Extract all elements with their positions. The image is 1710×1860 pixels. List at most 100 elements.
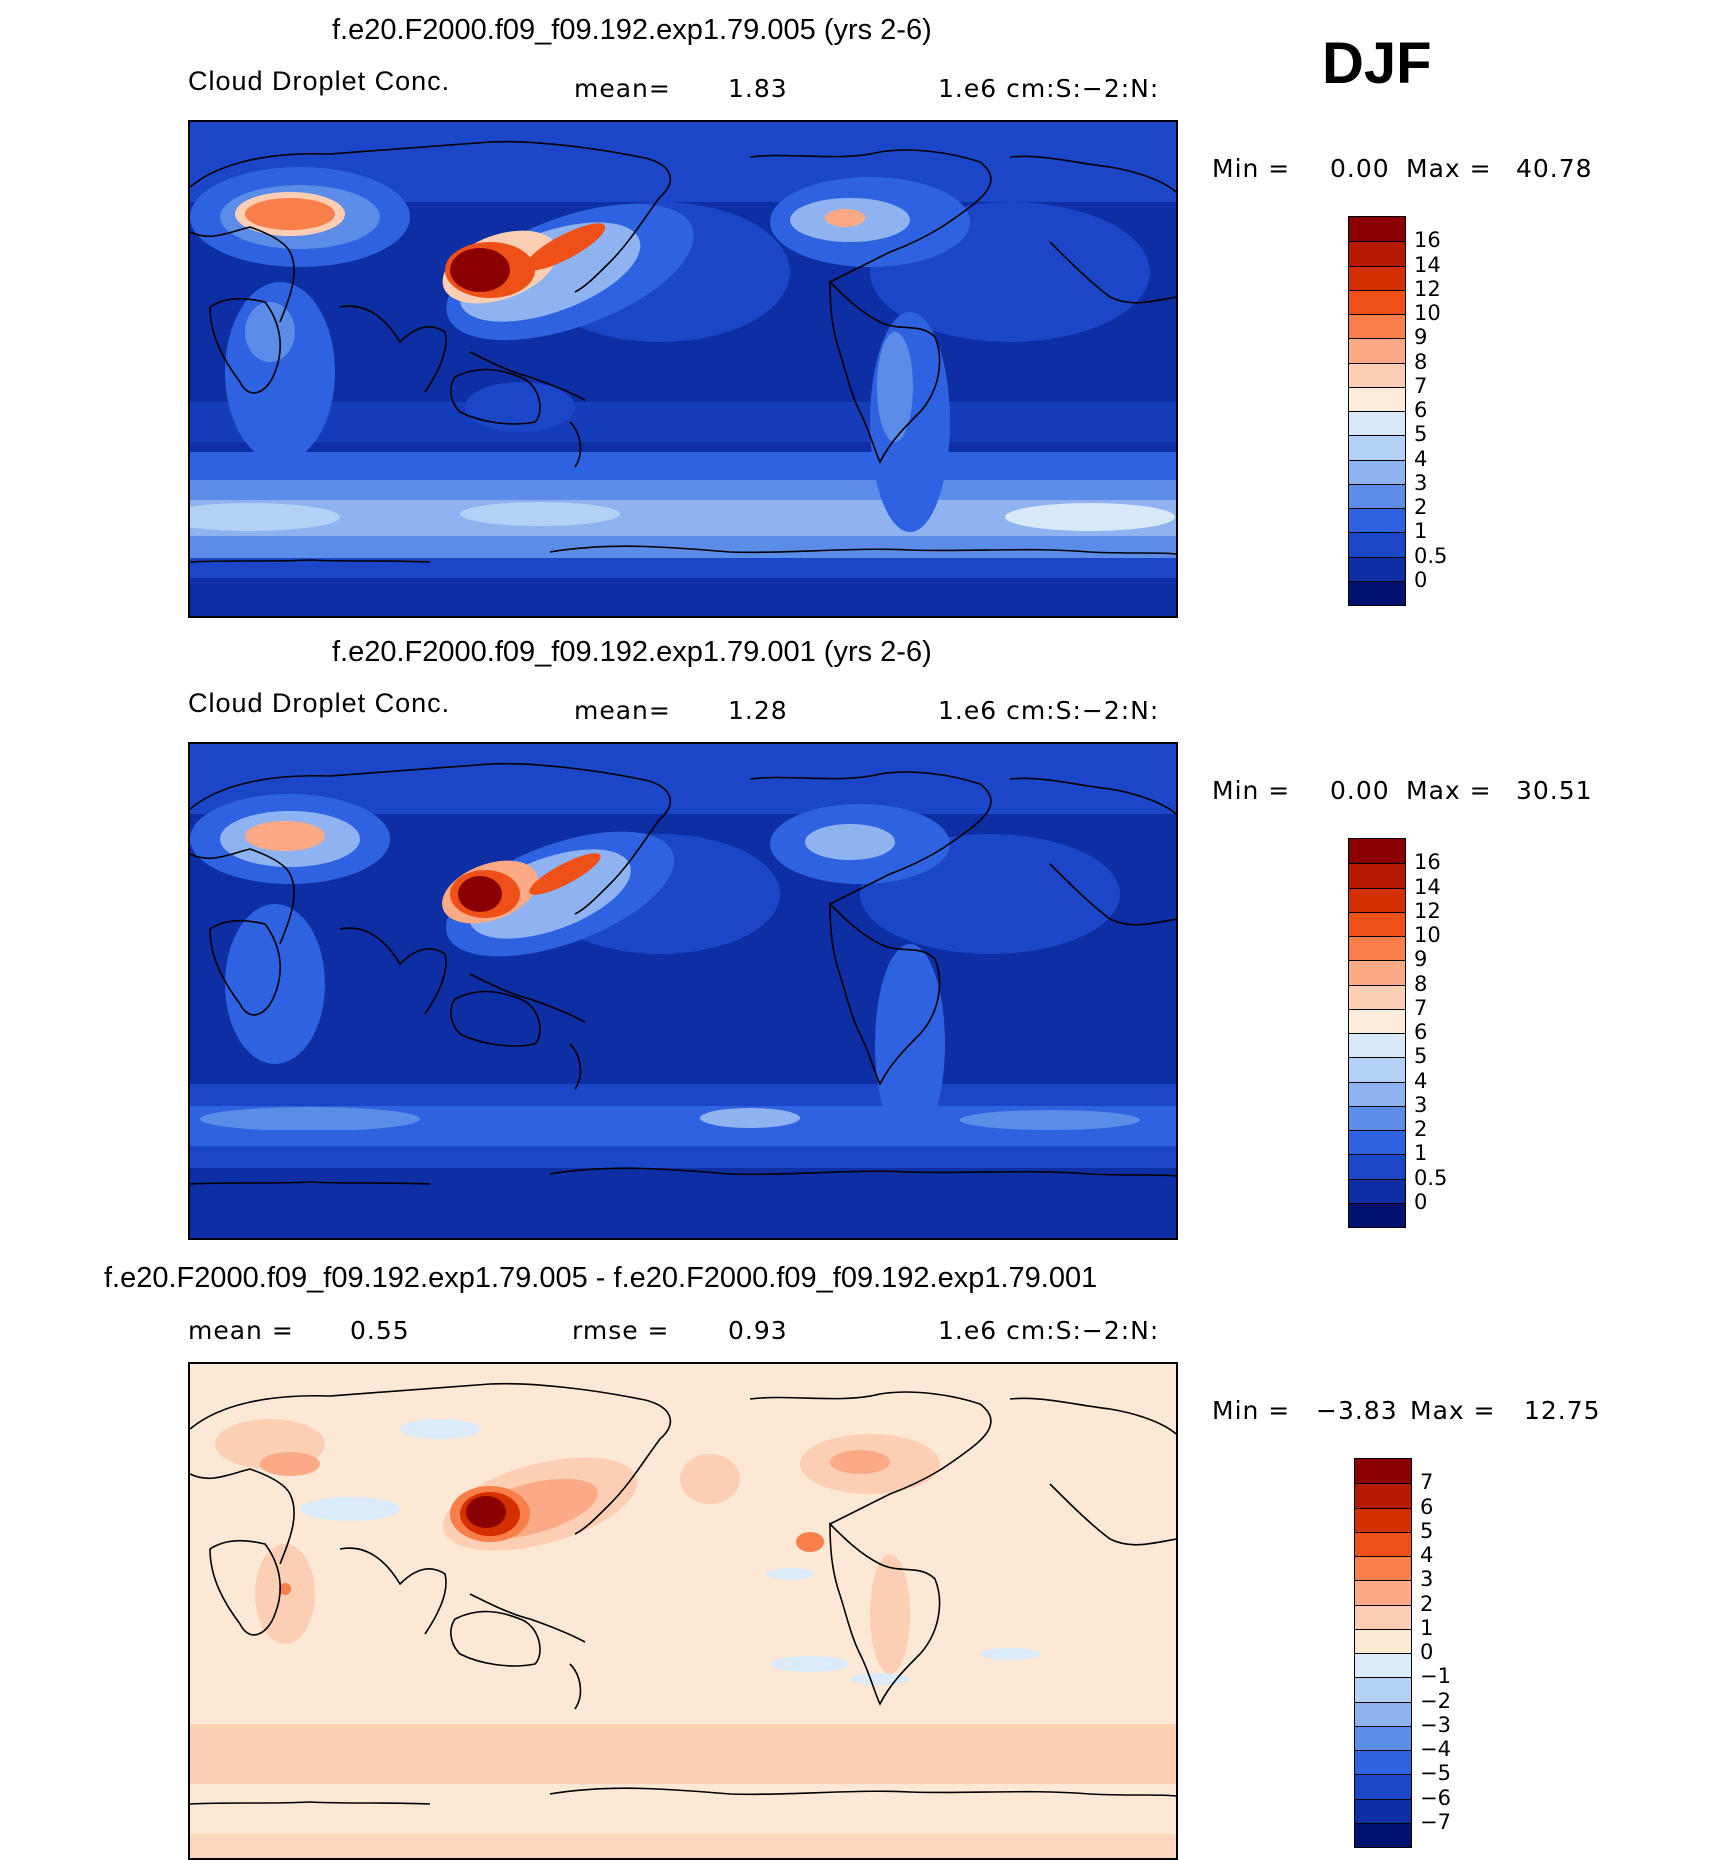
colorbar-swatch [1355, 1774, 1411, 1799]
colorbar-tick-label: 16 [1414, 850, 1441, 875]
colorbar-swatch [1349, 1105, 1405, 1130]
panel-3-field [190, 1364, 1176, 1858]
colorbar-swatch [1349, 241, 1405, 266]
colorbar-swatch [1349, 960, 1405, 985]
colorbar-tick-label: 3 [1420, 1567, 1434, 1592]
colorbar-swatch [1349, 887, 1405, 912]
panel-2-field [190, 744, 1176, 1238]
colorbar-tick-label: 1 [1414, 519, 1428, 544]
colorbar-tick-label: 0 [1420, 1640, 1434, 1664]
panel-2-coastlines [190, 762, 1176, 1185]
colorbar-swatch [1355, 1604, 1411, 1629]
colorbar-swatch [1355, 1580, 1411, 1605]
colorbar-swatch [1349, 338, 1405, 363]
colorbar-tick-label: 16 [1414, 228, 1441, 253]
colorbar-tick-label: 7 [1414, 995, 1428, 1020]
colorbar-tick-label: 0.5 [1414, 1165, 1448, 1190]
colorbar-tick-label: −6 [1420, 1785, 1451, 1810]
colorbar-tick-label: 1 [1414, 1141, 1428, 1166]
colorbar-tick-label: 7 [1420, 1470, 1434, 1495]
colorbar-swatch [1355, 1798, 1411, 1823]
panel-3-colorbar [1354, 1458, 1412, 1848]
panel-2-max-value: 30.51 [1516, 776, 1593, 805]
panel-2-variable: Cloud Droplet Conc. [188, 688, 451, 718]
panel-1-units: 1.e6 cm:S:−2:N: [938, 74, 1160, 103]
panel-3-max-value: 12.75 [1524, 1396, 1601, 1425]
panel-1-title: f.e20.F2000.f09_f09.192.exp1.79.005 (yrs… [332, 14, 932, 46]
panel-1-colorbar [1348, 216, 1406, 606]
colorbar-swatch [1355, 1725, 1411, 1750]
panel-1-mean-value: 1.83 [728, 74, 788, 103]
colorbar-tick-label: −3 [1420, 1712, 1451, 1737]
colorbar-tick-label: 6 [1420, 1494, 1434, 1519]
colorbar-tick-label: 10 [1414, 923, 1441, 947]
colorbar-swatch [1349, 1130, 1405, 1155]
colorbar-swatch [1349, 556, 1405, 581]
colorbar-tick-label: 5 [1420, 1518, 1434, 1543]
colorbar-tick-label: 5 [1414, 1044, 1428, 1069]
panel-1-max-label: Max = [1406, 154, 1492, 183]
colorbar-tick-label: 0 [1414, 567, 1428, 592]
panel-2-mean-value: 1.28 [728, 696, 788, 725]
panel-1-coastlines [190, 140, 1176, 563]
colorbar-swatch [1349, 532, 1405, 557]
colorbar-tick-label: 3 [1414, 470, 1428, 495]
panel-2-title: f.e20.F2000.f09_f09.192.exp1.79.001 (yrs… [332, 636, 932, 668]
colorbar-swatch [1349, 1081, 1405, 1106]
colorbar-swatch [1355, 1556, 1411, 1581]
colorbar-swatch [1355, 1750, 1411, 1775]
panel-3-title: f.e20.F2000.f09_f09.192.exp1.79.005 - f.… [104, 1262, 1098, 1294]
panel-3-rmse-value: 0.93 [728, 1316, 788, 1345]
colorbar-tick-label: 7 [1414, 373, 1428, 398]
colorbar-swatch [1349, 217, 1405, 242]
panel-1-map [188, 120, 1178, 618]
colorbar-tick-label: 2 [1414, 1117, 1428, 1141]
panel-3-max-label: Max = [1410, 1396, 1496, 1425]
panel-2-max-label: Max = [1406, 776, 1492, 805]
colorbar-swatch [1355, 1653, 1411, 1678]
colorbar-swatch [1349, 362, 1405, 387]
panel-3-coastlines [190, 1382, 1176, 1805]
colorbar-tick-label: −5 [1420, 1761, 1451, 1786]
panel-3-mean-value: 0.55 [350, 1316, 410, 1345]
colorbar-tick-label: 6 [1414, 398, 1428, 422]
panel-1-min-value: 0.00 [1330, 154, 1390, 183]
colorbar-swatch [1349, 580, 1405, 605]
colorbar-tick-label: 12 [1414, 898, 1441, 923]
colorbar-tick-label: 6 [1414, 1020, 1428, 1044]
colorbar-tick-label: 0 [1414, 1189, 1428, 1214]
colorbar-swatch [1349, 1033, 1405, 1058]
panel-3-rmse-label: rmse = [572, 1316, 670, 1345]
colorbar-swatch [1349, 289, 1405, 314]
colorbar-tick-label: 9 [1414, 325, 1428, 350]
colorbar-swatch [1355, 1628, 1411, 1653]
panel-3-min-value: −3.83 [1316, 1396, 1398, 1425]
panel-3-min-label: Min = [1212, 1396, 1291, 1425]
panel-1-max-value: 40.78 [1516, 154, 1593, 183]
colorbar-swatch [1355, 1507, 1411, 1532]
panel-2-min-value: 0.00 [1330, 776, 1390, 805]
colorbar-tick-label: 2 [1414, 495, 1428, 519]
colorbar-tick-label: 1 [1420, 1615, 1434, 1640]
colorbar-swatch [1349, 839, 1405, 864]
colorbar-tick-label: −2 [1420, 1688, 1451, 1713]
panel-1-variable: Cloud Droplet Conc. [188, 66, 451, 96]
panel-1-mean-label: mean= [574, 74, 671, 103]
colorbar-tick-label: 9 [1414, 947, 1428, 972]
panel-3-map [188, 1362, 1178, 1860]
colorbar-tick-label: 4 [1414, 1068, 1428, 1093]
colorbar-swatch [1349, 984, 1405, 1009]
colorbar-tick-label: 12 [1414, 276, 1441, 301]
panel-2-mean-label: mean= [574, 696, 671, 725]
colorbar-swatch [1355, 1677, 1411, 1702]
panel-2-units: 1.e6 cm:S:−2:N: [938, 696, 1160, 725]
colorbar-tick-label: 5 [1414, 422, 1428, 447]
colorbar-swatch [1349, 314, 1405, 339]
colorbar-swatch [1349, 411, 1405, 436]
colorbar-tick-label: 8 [1414, 971, 1428, 996]
colorbar-tick-label: 2 [1420, 1591, 1434, 1616]
colorbar-swatch [1355, 1459, 1411, 1484]
panel-2-min-label: Min = [1212, 776, 1291, 805]
colorbar-swatch [1349, 936, 1405, 961]
colorbar-tick-label: 14 [1414, 874, 1441, 899]
